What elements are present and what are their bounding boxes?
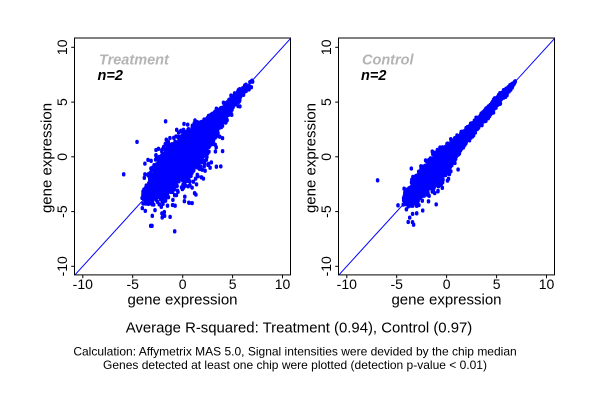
svg-text:10: 10 bbox=[318, 39, 334, 55]
svg-text:10: 10 bbox=[539, 276, 555, 292]
svg-text:-5: -5 bbox=[126, 276, 139, 292]
svg-text:-10: -10 bbox=[318, 256, 334, 276]
svg-text:10: 10 bbox=[275, 276, 291, 292]
svg-text:-10: -10 bbox=[73, 276, 93, 292]
svg-text:gene expression: gene expression bbox=[391, 292, 501, 309]
svg-text:0: 0 bbox=[179, 276, 187, 292]
svg-text:Calculation: Affymetrix MAS 5.: Calculation: Affymetrix MAS 5.0, Signal … bbox=[73, 345, 516, 359]
svg-text:5: 5 bbox=[54, 98, 70, 106]
svg-text:Genes detected at least one ch: Genes detected at least one chip were pl… bbox=[103, 358, 487, 372]
svg-text:n=2: n=2 bbox=[98, 68, 123, 84]
svg-text:0: 0 bbox=[443, 276, 451, 292]
svg-text:-5: -5 bbox=[318, 205, 334, 218]
svg-text:5: 5 bbox=[229, 276, 237, 292]
svg-text:0: 0 bbox=[54, 153, 70, 161]
svg-text:-5: -5 bbox=[54, 205, 70, 218]
svg-text:-5: -5 bbox=[390, 276, 403, 292]
svg-text:gene expression: gene expression bbox=[303, 103, 320, 213]
svg-text:5: 5 bbox=[318, 98, 334, 106]
svg-text:gene expression: gene expression bbox=[39, 103, 56, 213]
svg-text:5: 5 bbox=[493, 276, 501, 292]
svg-text:n=2: n=2 bbox=[361, 68, 386, 84]
svg-text:Control: Control bbox=[362, 52, 415, 68]
svg-text:Average R-squared: Treatment (: Average R-squared: Treatment (0.94), Con… bbox=[126, 321, 473, 337]
svg-text:0: 0 bbox=[318, 153, 334, 161]
svg-text:-10: -10 bbox=[54, 256, 70, 276]
svg-text:gene expression: gene expression bbox=[127, 292, 237, 309]
svg-text:Treatment: Treatment bbox=[99, 52, 170, 68]
svg-text:-10: -10 bbox=[337, 276, 357, 292]
svg-text:10: 10 bbox=[54, 39, 70, 55]
